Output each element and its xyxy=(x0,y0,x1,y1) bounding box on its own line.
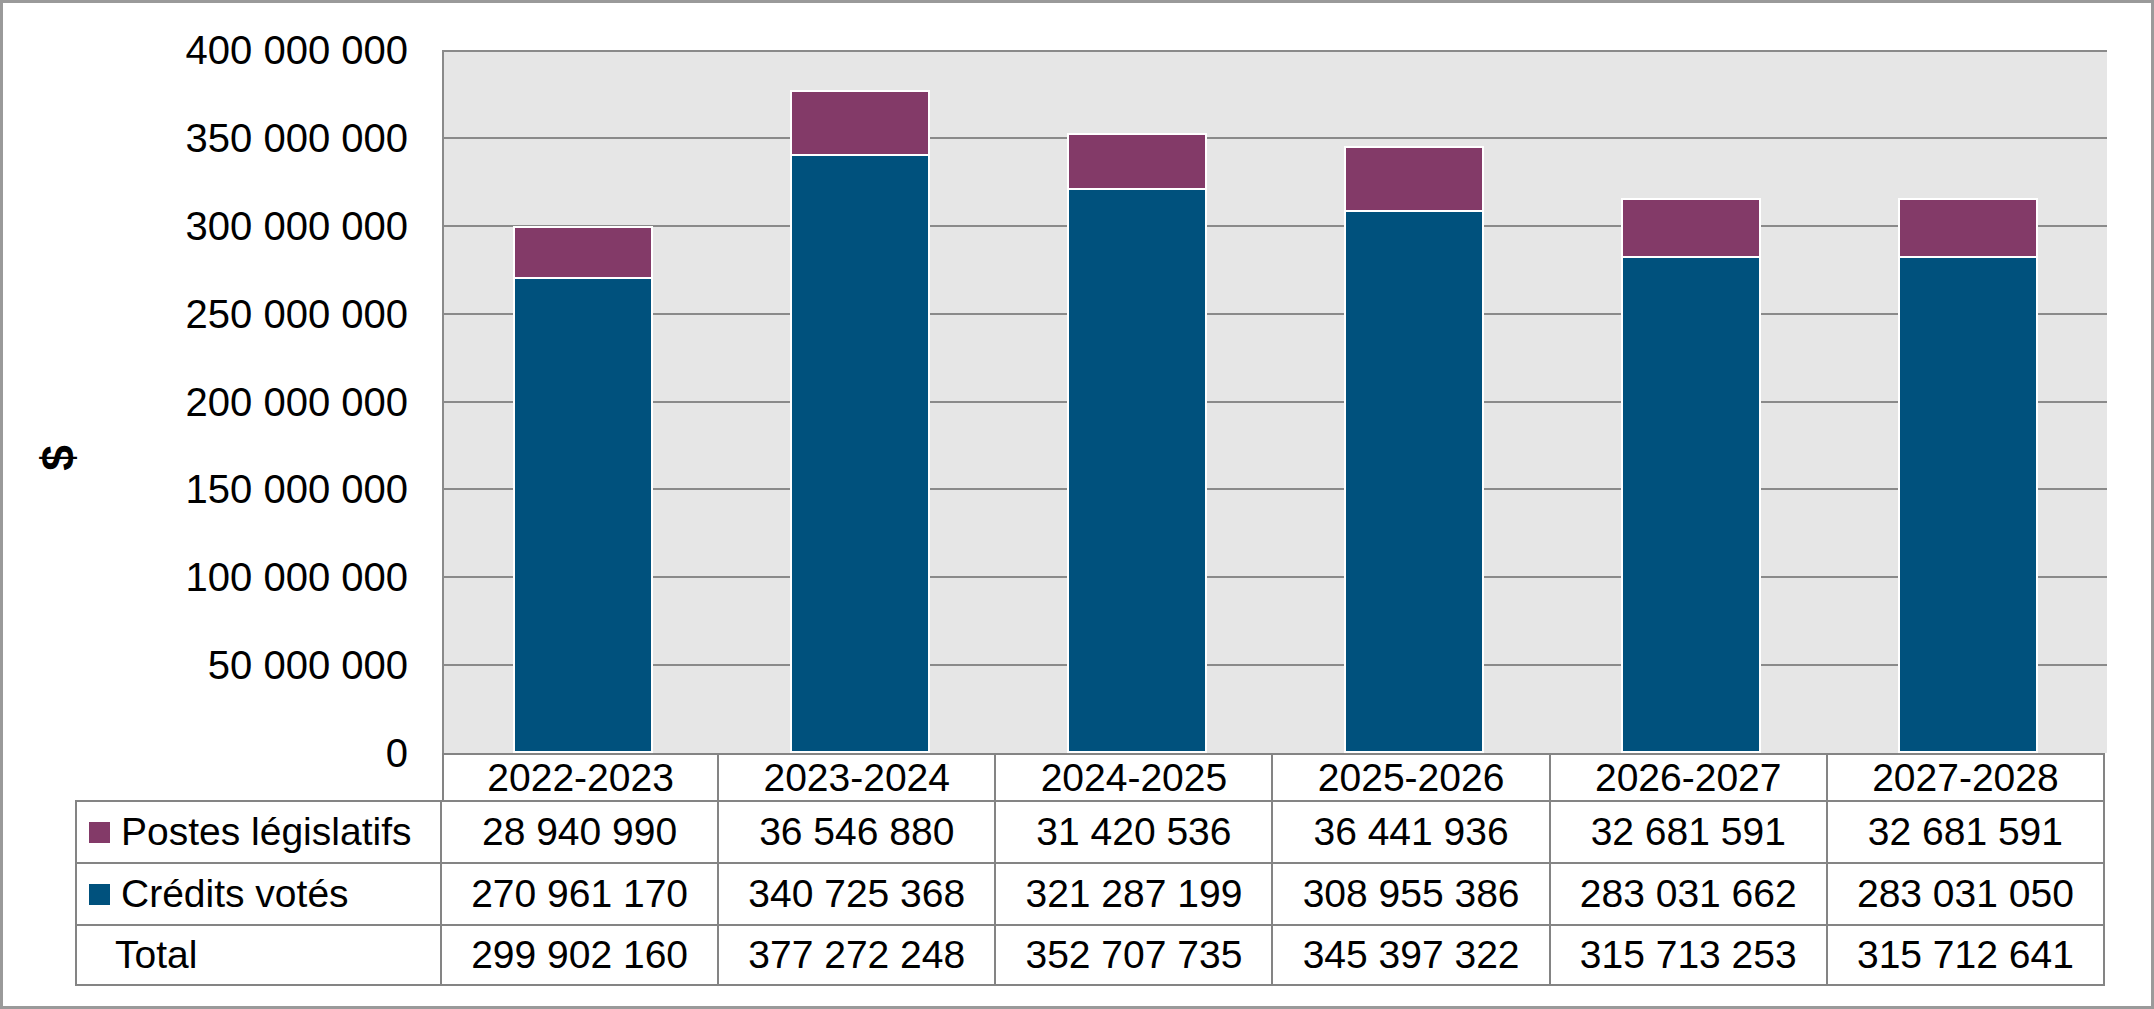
bar-segment-postes-legislatifs xyxy=(1898,198,2038,257)
y-tick-label: 200 000 000 xyxy=(0,378,408,426)
y-tick-label: 250 000 000 xyxy=(0,290,408,338)
gridline xyxy=(444,50,2107,52)
gridline xyxy=(444,137,2107,139)
table-value-cell: 32 681 591 xyxy=(1551,800,1828,862)
y-tick-label: 350 000 000 xyxy=(0,114,408,162)
bar-segment-postes-legislatifs xyxy=(1621,198,1761,257)
y-tick-label: 300 000 000 xyxy=(0,202,408,250)
bar-segment-credits-votes xyxy=(513,277,653,753)
table-value-cell: 270 961 170 xyxy=(442,862,719,924)
category-header-cell: 2024-2025 xyxy=(996,753,1273,800)
table-value-cell: 32 681 591 xyxy=(1828,800,2105,862)
bar-segment-credits-votes xyxy=(1621,256,1761,753)
table-value-cell: 283 031 662 xyxy=(1551,862,1828,924)
table-value-cell: 299 902 160 xyxy=(442,924,719,986)
bar-segment-postes-legislatifs xyxy=(513,226,653,279)
legend-cell-series: Postes législatifs xyxy=(75,800,442,862)
y-tick-label: 0 xyxy=(0,729,408,777)
gridline xyxy=(444,401,2107,403)
plot-area xyxy=(442,50,2107,753)
table-value-cell: 283 031 050 xyxy=(1828,862,2105,924)
gridline xyxy=(444,313,2107,315)
gridline xyxy=(444,488,2107,490)
table-value-cell: 321 287 199 xyxy=(996,862,1273,924)
category-header-cell: 2027-2028 xyxy=(1828,753,2105,800)
bar-segment-credits-votes xyxy=(1067,188,1207,753)
category-header-row: 2022-20232023-20242024-20252025-20262026… xyxy=(442,753,2105,800)
category-header-cell: 2022-2023 xyxy=(442,753,719,800)
chart-figure: $ 400 000 000350 000 000300 000 000250 0… xyxy=(0,0,2154,1009)
bar-segment-credits-votes xyxy=(1344,210,1484,753)
legend-label: Total xyxy=(115,933,197,977)
y-tick-label: 50 000 000 xyxy=(0,641,408,689)
table-value-cell: 308 955 386 xyxy=(1273,862,1550,924)
legend-label: Crédits votés xyxy=(121,872,349,916)
y-tick-label: 100 000 000 xyxy=(0,553,408,601)
table-value-cell: 36 546 880 xyxy=(719,800,996,862)
y-tick-label: 400 000 000 xyxy=(0,26,408,74)
bar-segment-postes-legislatifs xyxy=(1067,133,1207,190)
bar-segment-postes-legislatifs xyxy=(790,90,930,156)
table-value-cell: 345 397 322 xyxy=(1273,924,1550,986)
table-value-cell: 377 272 248 xyxy=(719,924,996,986)
table-value-cell: 340 725 368 xyxy=(719,862,996,924)
legend-cell-total: Total xyxy=(75,924,442,986)
category-header-cell: 2026-2027 xyxy=(1551,753,1828,800)
bar-segment-credits-votes xyxy=(790,154,930,753)
gridline xyxy=(444,664,2107,666)
table-value-cell: 352 707 735 xyxy=(996,924,1273,986)
legend-label: Postes législatifs xyxy=(121,810,411,854)
bar-segment-postes-legislatifs xyxy=(1344,146,1484,212)
legend-swatch-spacer xyxy=(89,945,115,966)
data-table: Postes législatifs28 940 99036 546 88031… xyxy=(75,800,2105,986)
table-value-cell: 315 713 253 xyxy=(1551,924,1828,986)
table-value-cell: 315 712 641 xyxy=(1828,924,2105,986)
table-value-cell: 31 420 536 xyxy=(996,800,1273,862)
legend-swatch-icon xyxy=(89,822,110,843)
category-header-cell: 2025-2026 xyxy=(1273,753,1550,800)
table-value-cell: 36 441 936 xyxy=(1273,800,1550,862)
y-tick-label: 150 000 000 xyxy=(0,465,408,513)
category-header-cell: 2023-2024 xyxy=(719,753,996,800)
table-value-cell: 28 940 990 xyxy=(442,800,719,862)
legend-swatch-icon xyxy=(89,884,110,905)
bar-segment-credits-votes xyxy=(1898,256,2038,753)
gridline xyxy=(444,225,2107,227)
gridline xyxy=(444,576,2107,578)
legend-cell-series: Crédits votés xyxy=(75,862,442,924)
